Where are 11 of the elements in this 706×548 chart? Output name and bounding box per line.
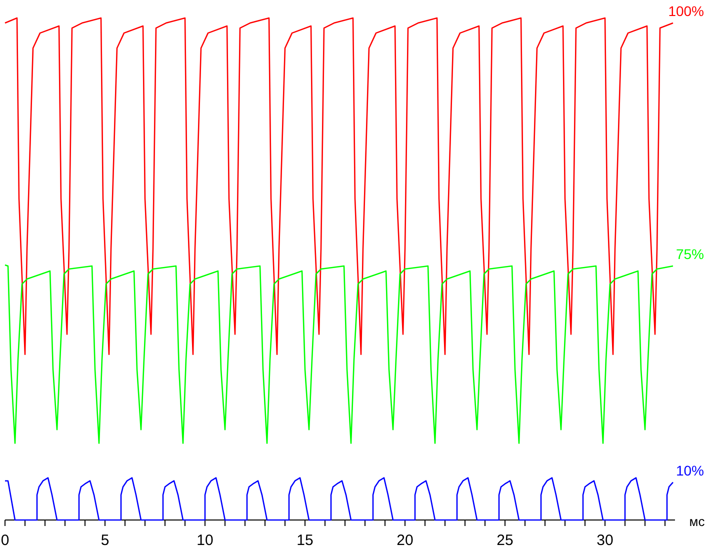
x-axis-title: мс: [689, 514, 706, 529]
series-label: 75%: [676, 246, 704, 262]
x-tick-label: 20: [396, 532, 414, 548]
series-label: 10%: [676, 462, 704, 478]
x-tick-label: 0: [0, 532, 10, 548]
x-tick-label: 15: [296, 532, 314, 548]
x-tick-label: 30: [596, 532, 614, 548]
series-label: 100%: [668, 3, 704, 20]
x-tick-label: 10: [196, 532, 214, 548]
x-tick-label: 5: [100, 532, 110, 548]
x-tick-label: 25: [496, 532, 514, 548]
